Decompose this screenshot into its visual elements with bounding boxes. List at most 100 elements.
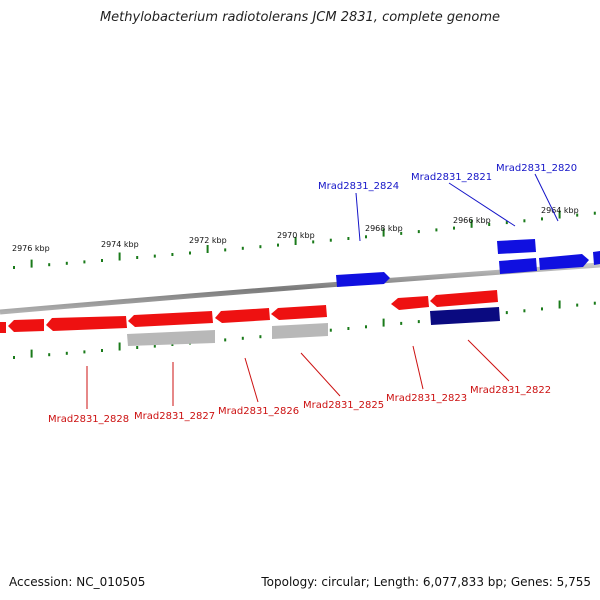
- gene-block-pseudo[interactable]: [127, 330, 215, 346]
- scale-tick-minor: [329, 328, 332, 332]
- scale-tick-minor: [417, 320, 420, 324]
- gene-label[interactable]: Mrad2831_2827: [134, 411, 215, 422]
- scale-tick-minor: [171, 253, 174, 256]
- gene-label[interactable]: Mrad2831_2824: [318, 181, 399, 192]
- scale-tick-minor: [365, 235, 367, 239]
- gene-arrow[interactable]: [593, 251, 600, 265]
- gene-label[interactable]: Mrad2831_2826: [218, 406, 299, 417]
- minus-strand-genes: [0, 290, 500, 346]
- gene-label[interactable]: Mrad2831_2821: [411, 172, 492, 183]
- scale-tick-minor: [65, 261, 68, 265]
- scale-tick-major: [294, 237, 297, 245]
- gene-arrow[interactable]: [0, 322, 6, 333]
- gene-label[interactable]: Mrad2831_2828: [48, 414, 129, 425]
- scale-ticks-outer: [13, 210, 596, 269]
- scale-tick-minor: [541, 307, 543, 311]
- gene-label[interactable]: Mrad2831_2825: [303, 400, 384, 411]
- scale-tick-minor: [153, 344, 156, 348]
- scale-tick-minor: [83, 350, 86, 354]
- scale-tick-minor: [241, 246, 244, 250]
- scale-label: 2976 kbp: [12, 244, 50, 253]
- scale-tick-minor: [136, 256, 139, 259]
- scale-label: 2968 kbp: [365, 224, 403, 233]
- scale-label: 2966 kbp: [453, 216, 491, 225]
- scale-tick-minor: [224, 248, 227, 252]
- scale-tick-minor: [224, 338, 227, 342]
- scale-tick-major: [30, 259, 33, 268]
- scale-tick-minor: [136, 346, 139, 349]
- scale-tick-minor: [400, 321, 403, 325]
- scale-tick-minor: [277, 243, 279, 247]
- scale-tick-minor: [523, 219, 526, 223]
- scale-tick-minor: [259, 245, 262, 249]
- scale-tick-minor: [13, 356, 15, 359]
- gene-arrow[interactable]: [497, 239, 536, 254]
- scale-tick-minor: [13, 266, 15, 269]
- scale-tick-minor: [329, 238, 332, 242]
- gene-label[interactable]: Mrad2831_2822: [470, 385, 551, 396]
- scale-tick-minor: [576, 213, 579, 217]
- gene-block-pseudo[interactable]: [272, 323, 328, 339]
- scale-tick-major: [558, 300, 561, 309]
- scale-tick-minor: [65, 351, 68, 355]
- gene-arrow[interactable]: [271, 305, 327, 320]
- scale-labels: 2976 kbp 2974 kbp 2972 kbp 2970 kbp 2968…: [12, 206, 579, 253]
- scale-tick-minor: [593, 301, 596, 305]
- gene-arrow[interactable]: [391, 296, 429, 310]
- scale-tick-minor: [241, 336, 244, 340]
- label-leader-lines: [86, 173, 559, 409]
- scale-tick-minor: [347, 327, 350, 330]
- scale-tick-major: [118, 252, 121, 261]
- scale-tick-major: [470, 219, 473, 228]
- scale-tick-minor: [541, 217, 543, 221]
- scale-tick-minor: [48, 263, 51, 267]
- scale-tick-minor: [523, 309, 526, 313]
- gene-arrow[interactable]: [430, 290, 498, 307]
- scale-tick-minor: [435, 228, 438, 232]
- scale-tick-major: [206, 245, 209, 253]
- scale-label: 2974 kbp: [101, 240, 139, 249]
- scale-tick-minor: [101, 259, 103, 262]
- gene-arrow[interactable]: [128, 311, 213, 327]
- gene-arrow[interactable]: [46, 316, 127, 331]
- gene-arrow[interactable]: [8, 319, 44, 332]
- gene-labels: Mrad2831_2824 Mrad2831_2821 Mrad2831_282…: [48, 163, 577, 425]
- scale-tick-minor: [576, 303, 579, 307]
- plus-strand-genes: [336, 239, 600, 287]
- scale-tick-minor: [259, 335, 262, 339]
- scale-tick-minor: [417, 230, 420, 234]
- scale-label: 2970 kbp: [277, 231, 315, 240]
- page-title: Methylobacterium radiotolerans JCM 2831,…: [99, 10, 501, 25]
- accession-text: Accession: NC_010505: [9, 575, 146, 589]
- scale-tick-minor: [453, 226, 455, 230]
- gene-arrow[interactable]: [336, 272, 390, 287]
- scale-tick-minor: [189, 251, 191, 255]
- gene-arrow[interactable]: [215, 308, 270, 323]
- scale-tick-minor: [505, 311, 508, 315]
- gene-label[interactable]: Mrad2831_2820: [496, 163, 577, 174]
- scale-tick-minor: [365, 325, 367, 329]
- scale-tick-minor: [593, 211, 596, 215]
- gene-label[interactable]: Mrad2831_2823: [386, 393, 467, 404]
- scale-tick-minor: [312, 240, 315, 244]
- scale-tick-minor: [347, 237, 350, 240]
- scale-tick-minor: [488, 223, 491, 226]
- scale-label: 2972 kbp: [189, 236, 227, 245]
- gene-arrow[interactable]: [499, 258, 537, 274]
- scale-tick-major: [30, 349, 33, 358]
- scale-tick-minor: [171, 343, 174, 346]
- scale-tick-major: [558, 210, 561, 219]
- scale-label: 2964 kbp: [541, 206, 579, 215]
- scale-tick-minor: [83, 260, 86, 264]
- scale-tick-minor: [153, 254, 156, 258]
- gene-arrow[interactable]: [539, 254, 589, 270]
- gene-block-dark[interactable]: [430, 307, 500, 325]
- scale-tick-major: [382, 228, 385, 237]
- scale-tick-minor: [48, 353, 51, 357]
- scale-tick-minor: [400, 231, 403, 235]
- scale-tick-major: [118, 342, 121, 351]
- genome-summary-text: Topology: circular; Length: 6,077,833 bp…: [261, 575, 591, 589]
- scale-tick-minor: [101, 349, 103, 352]
